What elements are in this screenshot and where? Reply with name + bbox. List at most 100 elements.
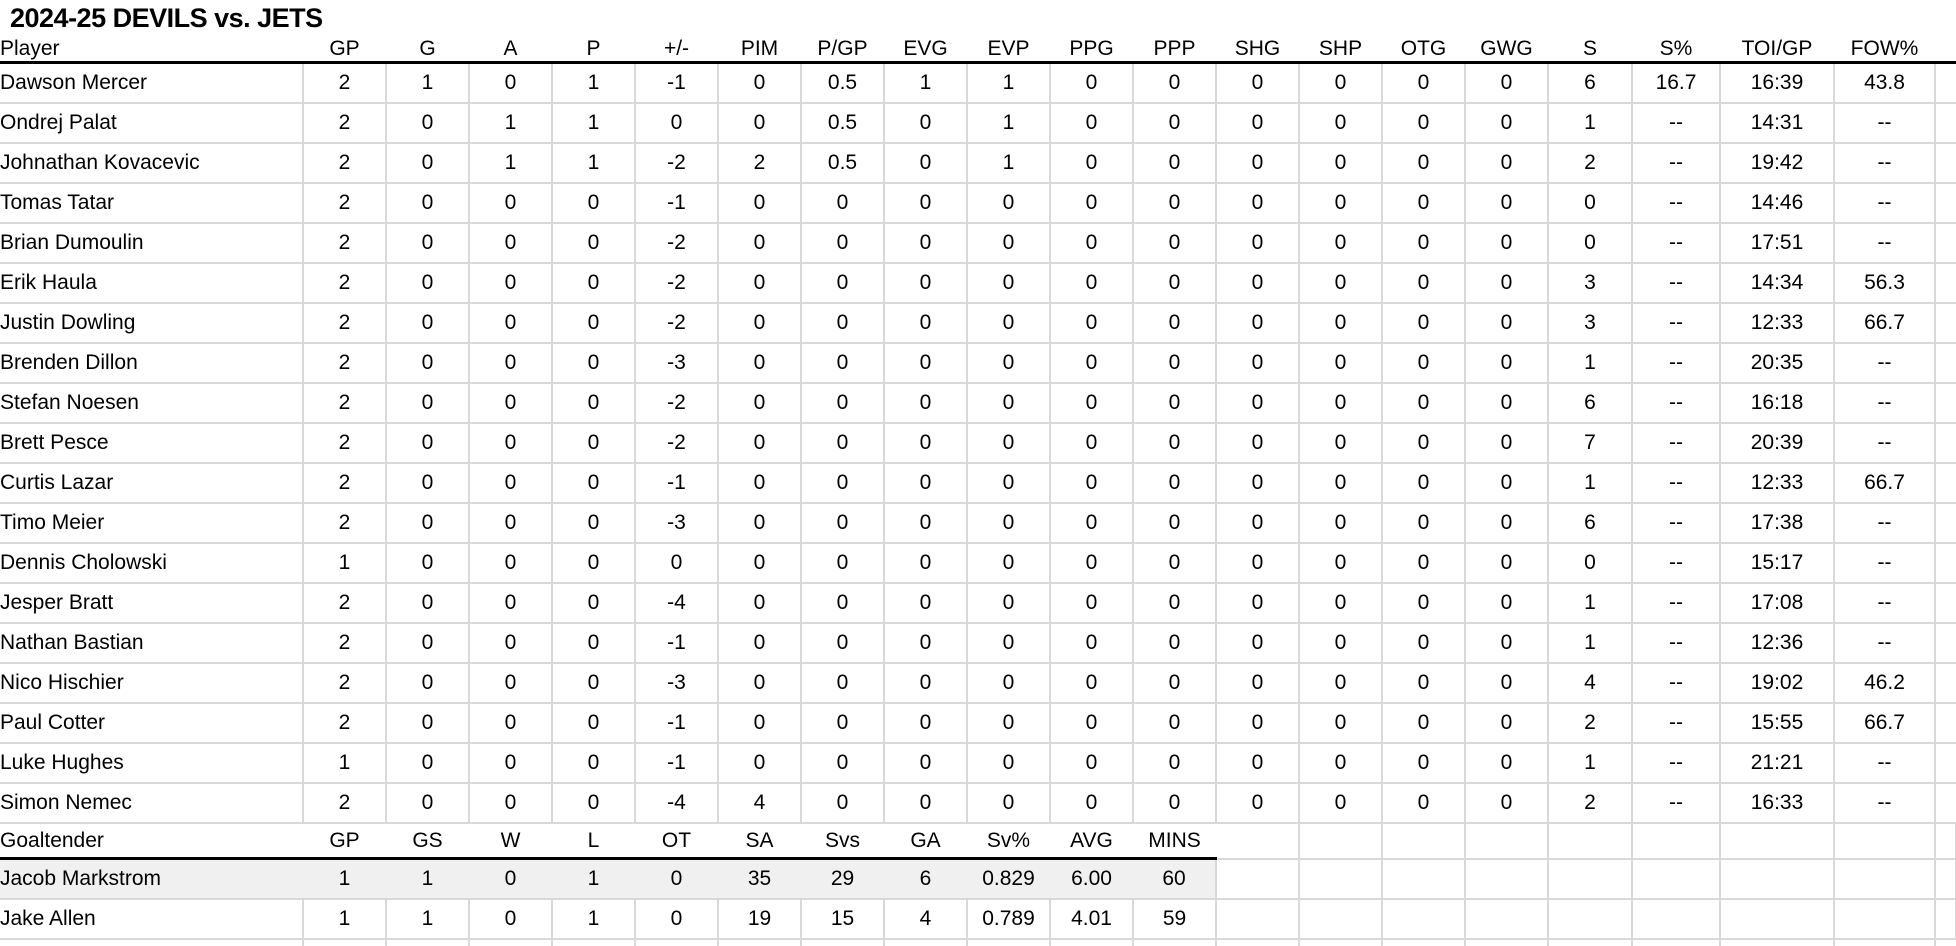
stat-cell: 0: [718, 343, 802, 384]
stat-cell: 0: [1133, 183, 1217, 224]
stat-cell: 0: [801, 703, 885, 744]
stat-cell: --: [1632, 783, 1721, 824]
skater-col-header: Player: [0, 36, 303, 64]
stat-cell: -2: [635, 383, 719, 424]
empty-grid-cell: [386, 939, 470, 946]
goalie-col-header: W: [469, 823, 552, 860]
stat-cell: 0: [1465, 343, 1549, 384]
stat-cell: 0: [386, 223, 470, 264]
stat-cell: 0.5: [801, 62, 885, 104]
stat-cell: 0: [801, 303, 885, 344]
stat-cell: 0: [1382, 583, 1466, 624]
stat-cell: 0: [1465, 263, 1549, 304]
skater-row: Ondrej Palat 2 0 1 1 0 0 0.5 0 1 0 0 0 0 0 0 1 -- 14:31 --: [0, 103, 1956, 144]
stat-cell: 1: [552, 858, 635, 900]
stat-cell: 0: [386, 663, 470, 704]
stat-cell: 0: [967, 223, 1051, 264]
partial-bottom-row: [0, 939, 1956, 946]
stat-cell: 0: [967, 303, 1051, 344]
filler-cell: [1935, 223, 1956, 264]
stat-cell: 0: [1299, 583, 1383, 624]
stat-cell: 0: [552, 623, 636, 664]
stat-cell: 0: [1216, 703, 1300, 744]
stat-cell: 0: [1050, 583, 1134, 624]
stat-cell: 0: [884, 223, 968, 264]
filler-cell: [1935, 62, 1956, 104]
stat-cell: 0: [552, 503, 636, 544]
stat-cell: 0: [718, 663, 802, 704]
stat-cell: -4: [635, 783, 719, 824]
stat-cell: 0: [967, 543, 1051, 584]
stat-cell: 0: [718, 623, 802, 664]
stat-cell: 0: [1050, 543, 1134, 584]
stat-cell: -2: [635, 303, 719, 344]
stat-cell: 0: [469, 503, 553, 544]
player-name: Ondrej Palat: [0, 103, 304, 144]
empty-grid-cell: [1382, 823, 1466, 860]
stat-cell: 2: [303, 783, 387, 824]
stat-cell: 0: [801, 543, 885, 584]
stat-cell: 0: [1382, 623, 1466, 664]
stat-cell: 2: [303, 103, 387, 144]
stat-cell: -2: [635, 423, 719, 464]
stat-cell: 0: [1382, 223, 1466, 264]
stat-cell: 0: [386, 103, 470, 144]
goalie-row: Jake Allen 1 1 0 1 0 19 15 4 0.789 4.01 59: [0, 899, 1956, 940]
skater-row: Erik Haula 2 0 0 0 -2 0 0 0 0 0 0 0 0 0 0 3 -- 14:34 56.3: [0, 263, 1956, 304]
stat-cell: 0: [884, 303, 968, 344]
stat-cell: 0: [1299, 343, 1383, 384]
stat-cell: 0: [469, 899, 553, 940]
stat-cell: 19:02: [1720, 663, 1835, 704]
stat-cell: 0: [1133, 423, 1217, 464]
stat-cell: 0: [1216, 303, 1300, 344]
stat-cell: --: [1632, 423, 1721, 464]
stat-cell: 0: [1133, 103, 1217, 144]
stat-cell: 0: [1216, 62, 1300, 104]
stat-cell: 0: [1548, 543, 1633, 584]
stat-cell: 56.3: [1834, 263, 1936, 304]
stat-cell: --: [1632, 383, 1721, 424]
stat-cell: 0: [1382, 103, 1466, 144]
skater-col-header: SHP: [1299, 36, 1382, 64]
filler-cell: [1935, 143, 1956, 184]
skater-row: Nico Hischier 2 0 0 0 -3 0 0 0 0 0 0 0 0 0 0 4 -- 19:02 46.…: [0, 663, 1956, 704]
stat-cell: 0: [1050, 703, 1134, 744]
stat-cell: 0: [718, 583, 802, 624]
stat-cell: 1: [386, 858, 469, 900]
stat-cell: 1: [386, 62, 470, 104]
stat-cell: 2: [1548, 143, 1633, 184]
stat-cell: 2: [1548, 703, 1633, 744]
skater-row: Tomas Tatar 2 0 0 0 -1 0 0 0 0 0 0 0 0 0 0 0 -- 14:46 --: [0, 183, 1956, 224]
empty-grid-cell: [1632, 899, 1721, 940]
player-name: Simon Nemec: [0, 783, 304, 824]
stat-cell: 0: [1050, 263, 1134, 304]
stat-cell: 12:36: [1720, 623, 1835, 664]
stat-cell: 0: [1465, 183, 1549, 224]
stat-cell: 14:31: [1720, 103, 1835, 144]
stat-cell: 0: [801, 183, 885, 224]
stat-cell: 1: [1548, 103, 1633, 144]
stat-cell: 4: [718, 783, 802, 824]
stat-cell: 2: [303, 703, 387, 744]
skater-col-header: EVG: [884, 36, 967, 64]
stat-cell: --: [1834, 743, 1936, 784]
stat-cell: 0: [884, 663, 968, 704]
stat-cell: -2: [635, 143, 719, 184]
stat-cell: 1: [552, 62, 636, 104]
stat-cell: 0: [386, 303, 470, 344]
stat-cell: 0: [469, 383, 553, 424]
stat-cell: 1: [1548, 583, 1633, 624]
stat-cell: 0: [635, 858, 718, 900]
empty-grid-cell: [1465, 823, 1549, 860]
stat-cell: 2: [718, 143, 802, 184]
stat-cell: --: [1632, 303, 1721, 344]
stat-cell: 0: [1382, 743, 1466, 784]
stat-cell: 2: [303, 383, 387, 424]
stat-cell: 2: [303, 503, 387, 544]
empty-grid-cell: [1935, 939, 1956, 946]
stat-cell: 17:38: [1720, 503, 1835, 544]
stat-cell: 0: [1050, 143, 1134, 184]
filler-cell: [1935, 623, 1956, 664]
stat-cell: 0: [967, 423, 1051, 464]
goalie-col-header: Sv%: [967, 823, 1050, 860]
